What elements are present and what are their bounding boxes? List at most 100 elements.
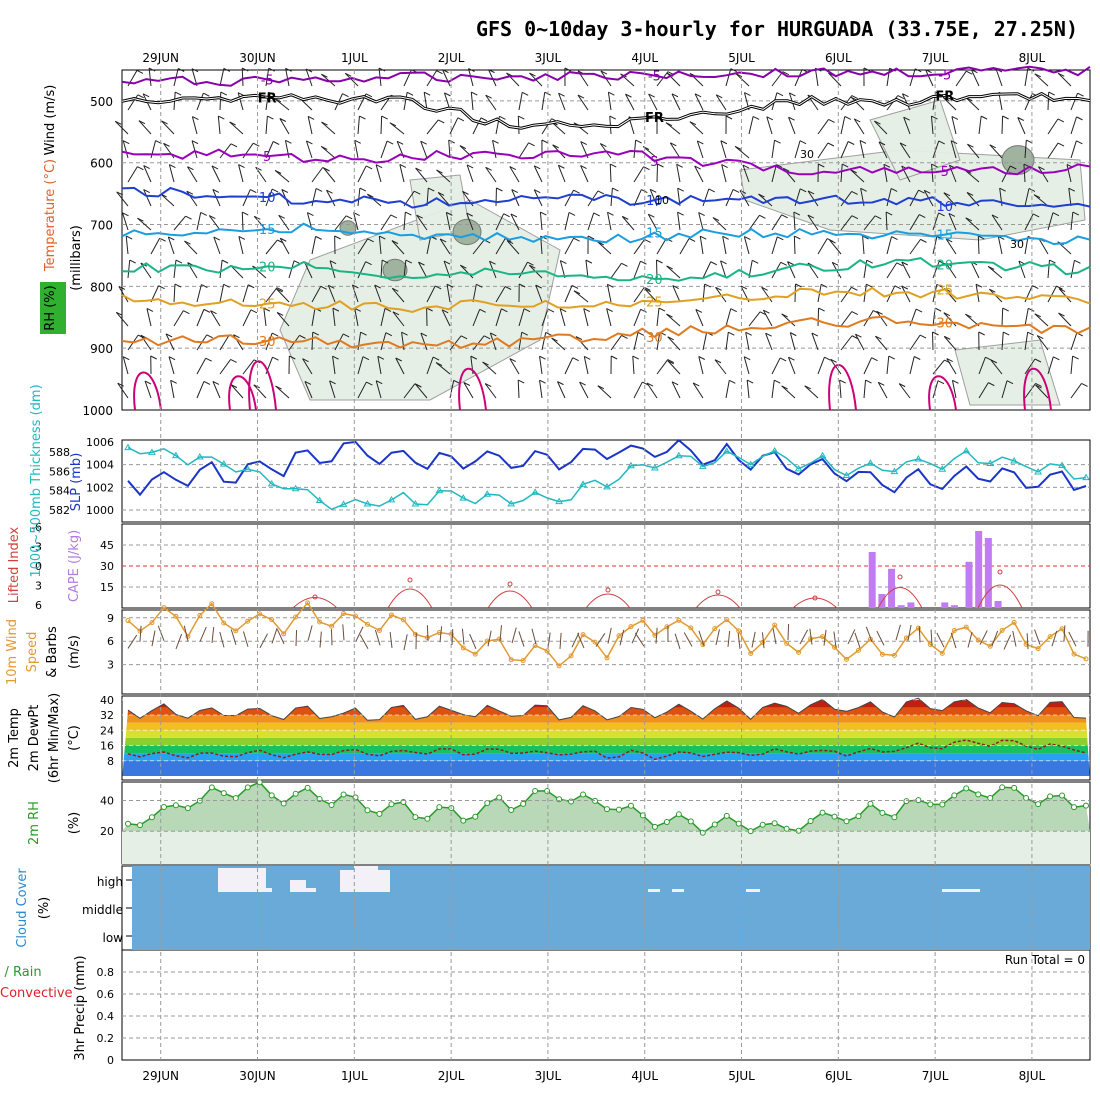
wind-barb bbox=[948, 165, 957, 183]
temp-contour-label: 30 bbox=[937, 317, 954, 332]
wind-barb-flag bbox=[980, 115, 988, 120]
wind-barb-flag bbox=[293, 260, 301, 265]
wind-barb-flag bbox=[577, 94, 585, 99]
wind-barb-flag bbox=[1035, 384, 1042, 389]
wind-barb-10m bbox=[307, 625, 313, 641]
wind-barb bbox=[196, 309, 205, 327]
wind-barb bbox=[275, 385, 290, 399]
cloud-patch bbox=[306, 888, 316, 892]
wind-barb-flag bbox=[381, 259, 389, 264]
wind-speed-marker bbox=[412, 631, 418, 637]
wind-barb-flag bbox=[365, 165, 373, 170]
lifted-index-marker bbox=[407, 577, 413, 583]
wind-barb-flag bbox=[315, 235, 322, 240]
wind-barb bbox=[127, 94, 139, 111]
thickness-marker bbox=[1034, 467, 1042, 475]
wind-barb-flag bbox=[781, 214, 788, 219]
wind-speed-marker bbox=[1059, 626, 1065, 632]
wind-barb-flag bbox=[712, 217, 720, 222]
wind-barb-flag bbox=[183, 310, 190, 315]
wind-barb bbox=[344, 72, 359, 87]
wind-barb-flag bbox=[203, 308, 211, 313]
wind-barb-flag bbox=[552, 144, 559, 149]
wind-tick: 3 bbox=[107, 659, 114, 672]
wind-barb bbox=[656, 163, 659, 183]
wind-barb bbox=[656, 238, 667, 255]
rh2m-tick: 20 bbox=[100, 825, 114, 838]
wind-barb-flag bbox=[405, 211, 412, 216]
rh2m-marker bbox=[340, 791, 347, 798]
wind-barb bbox=[1070, 140, 1077, 159]
wind-barb bbox=[761, 286, 773, 303]
wind-barb-flag bbox=[138, 120, 146, 125]
wind-barb bbox=[1036, 335, 1049, 351]
x-tick-top: 29JUN bbox=[142, 51, 179, 65]
x-tick-bottom: 7JUL bbox=[922, 1069, 949, 1083]
rh2m-marker bbox=[172, 802, 179, 809]
wind-barb bbox=[241, 211, 244, 231]
wind-barb-flag bbox=[312, 331, 319, 336]
rh2m-marker bbox=[723, 812, 730, 819]
rh2m-marker bbox=[496, 794, 503, 801]
wind-barb bbox=[951, 116, 957, 135]
axis-label-cloud-units: (%) bbox=[37, 897, 52, 920]
wind-barb bbox=[278, 214, 290, 231]
wind-barb bbox=[217, 116, 221, 135]
thickness-marker bbox=[243, 465, 252, 472]
wind-speed-marker bbox=[855, 647, 861, 653]
lifted-index-marker bbox=[312, 594, 318, 600]
wind-barb bbox=[771, 214, 783, 231]
wind-barb bbox=[656, 359, 669, 375]
temp-contour-label: 15 bbox=[646, 227, 663, 242]
temp-bands bbox=[122, 699, 1090, 776]
wind-barb bbox=[327, 285, 336, 303]
rh-contour-label: 30 bbox=[1010, 238, 1024, 251]
wind-barb-flag bbox=[571, 284, 579, 289]
wind-barb-flag bbox=[441, 309, 449, 314]
wind-barb bbox=[1001, 332, 1004, 351]
wind-barb-flag bbox=[828, 118, 835, 123]
temp-contour-label: 5 bbox=[650, 155, 658, 170]
wind-barb-flag bbox=[205, 357, 212, 362]
wind-barb-flag bbox=[943, 192, 951, 197]
wind-barb bbox=[666, 72, 681, 87]
wind-barb-flag bbox=[436, 70, 443, 75]
wind-barb-flag bbox=[807, 214, 815, 219]
wind-barb-flag bbox=[649, 188, 657, 193]
wind-barb-flag bbox=[315, 188, 323, 192]
wind-barb-10m bbox=[230, 629, 237, 645]
rh2m-marker bbox=[1047, 793, 1054, 800]
wind-barb bbox=[238, 236, 244, 255]
wind-barb bbox=[323, 167, 336, 183]
wind-barb bbox=[712, 217, 727, 231]
wind-barb-flag bbox=[898, 383, 906, 388]
rh2m-marker bbox=[280, 800, 287, 807]
cloud-level-label: low bbox=[103, 931, 124, 945]
wind-barb-flag bbox=[146, 308, 154, 312]
wind-barb bbox=[354, 140, 359, 159]
wind-barb-flag bbox=[944, 335, 951, 340]
wind-speed-marker bbox=[640, 617, 646, 623]
wind-barb-flag bbox=[432, 356, 440, 361]
wind-barb bbox=[374, 284, 382, 303]
wind-barb bbox=[265, 92, 269, 111]
cape-bar bbox=[994, 601, 1002, 608]
wind-barb-flag bbox=[965, 217, 972, 222]
panel-frame-slp bbox=[121, 439, 1091, 523]
wind-barb-flag bbox=[280, 237, 287, 242]
wind-barb-flag bbox=[527, 261, 534, 266]
rh2m-marker bbox=[256, 779, 263, 786]
wind-barb-10m bbox=[319, 631, 322, 648]
wind-barb bbox=[817, 307, 820, 327]
wind-barb bbox=[196, 284, 202, 303]
wind-barb-flag bbox=[608, 91, 615, 96]
wind-barb bbox=[977, 235, 980, 255]
wind-barb-10m bbox=[1068, 631, 1077, 647]
wind-barb bbox=[909, 214, 920, 231]
precip-tick: 0.6 bbox=[97, 988, 115, 1001]
wind-barb-flag bbox=[925, 69, 932, 74]
wind-barb-10m bbox=[175, 633, 183, 650]
wind-barb-flag bbox=[200, 211, 207, 216]
wind-barb bbox=[449, 335, 462, 351]
wind-barb-flag bbox=[716, 94, 723, 99]
